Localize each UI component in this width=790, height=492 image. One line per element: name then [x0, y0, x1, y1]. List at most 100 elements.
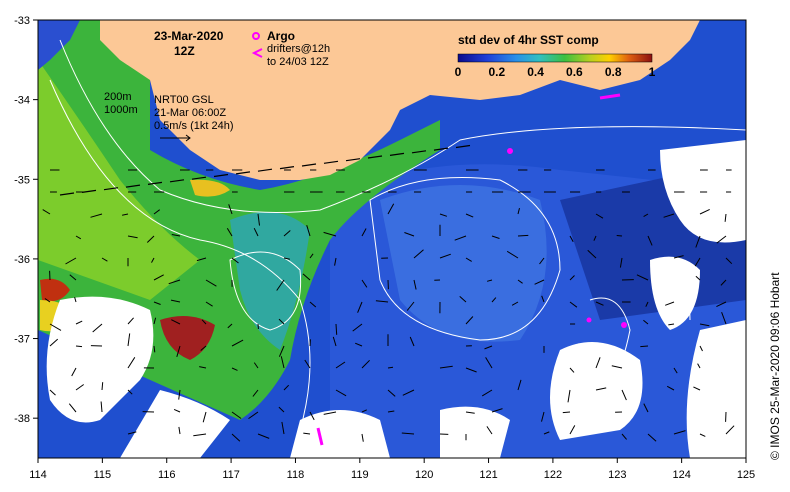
current-vector	[231, 367, 238, 371]
current-vector	[595, 213, 604, 219]
current-vector	[413, 249, 424, 259]
current-vector	[74, 296, 77, 303]
drifter-legend-line1: drifters@12h	[267, 43, 330, 55]
current-vector	[75, 384, 84, 391]
contour-200m	[59, 39, 746, 213]
y-tick-label: -37	[14, 334, 30, 346]
colorbar-tick-label: 0.2	[488, 65, 505, 79]
current-vector	[170, 299, 181, 303]
current-vector	[228, 204, 233, 215]
y-tick-label: -35	[14, 174, 30, 186]
colorbar-ticks: 0 0.2 0.4 0.6 0.8 1	[455, 65, 656, 79]
current-vector	[302, 273, 311, 281]
current-vector	[309, 253, 314, 259]
current-vector	[402, 389, 415, 396]
current-vector	[643, 403, 649, 413]
current-vector	[201, 319, 207, 325]
current-vector	[454, 235, 467, 241]
current-vector	[569, 367, 575, 373]
current-vector	[69, 274, 77, 281]
current-vector	[357, 301, 363, 313]
current-vector	[725, 257, 733, 265]
current-vector	[252, 389, 259, 397]
current-vector	[643, 213, 649, 218]
current-vector	[361, 409, 368, 413]
current-vector	[387, 389, 396, 397]
ocean-nw-corner	[38, 20, 80, 70]
current-vector	[569, 301, 578, 308]
current-vector	[352, 323, 363, 332]
current-vector	[44, 298, 51, 303]
current-vector	[281, 421, 285, 435]
current-vector	[335, 361, 346, 369]
x-tick-label: 122	[544, 469, 562, 481]
current-vector	[276, 279, 285, 291]
current-vector	[465, 213, 474, 218]
current-vector	[517, 234, 529, 237]
current-vector	[439, 213, 448, 217]
current-vector	[171, 319, 181, 325]
current-vector	[301, 163, 317, 167]
current-vector	[257, 433, 270, 439]
current-vector	[439, 365, 453, 369]
high-variance-patch-west	[40, 278, 70, 302]
high-variance-patch	[160, 316, 215, 360]
current-vector	[168, 279, 181, 285]
current-vector	[278, 345, 285, 357]
current-vector	[673, 255, 684, 259]
current-vector	[90, 213, 103, 218]
cloud-mask-ne	[660, 140, 746, 243]
current-vector	[375, 300, 389, 303]
current-vector	[404, 232, 415, 237]
current-vector	[68, 403, 77, 413]
current-vector	[616, 235, 623, 237]
current-vector	[200, 345, 207, 351]
x-tick-label: 119	[351, 469, 369, 481]
current-vector	[619, 257, 623, 268]
current-vector	[668, 323, 675, 326]
current-vector	[621, 433, 627, 440]
current-vector	[720, 279, 727, 286]
current-vector	[253, 227, 259, 237]
drifter-legend-line2: to 24/03 12Z	[267, 56, 329, 68]
current-vector	[323, 160, 339, 164]
current-vector	[153, 209, 161, 215]
current-vector	[122, 213, 129, 216]
current-vector	[725, 425, 735, 435]
current-vector	[127, 389, 133, 395]
current-vector	[647, 433, 657, 442]
current-vector	[693, 386, 701, 391]
current-vector	[199, 366, 207, 369]
current-vector	[59, 192, 75, 196]
current-vector	[178, 426, 181, 435]
current-vector	[335, 323, 338, 335]
colorbar-tick-label: 0.4	[527, 65, 544, 79]
drifter-legend-icon	[251, 48, 263, 58]
colorbar-tick-label: 0.6	[566, 65, 583, 79]
current-vector	[283, 384, 290, 391]
current-vector	[279, 166, 295, 170]
vector-scale-label: 0.5m/s (1kt 24h)	[154, 120, 233, 132]
current-vector	[153, 301, 161, 305]
current-vector	[663, 213, 675, 218]
cloud-mask-sw	[120, 390, 230, 458]
model-label: NRT00 GSL	[154, 94, 214, 106]
current-vector	[92, 323, 103, 333]
current-vector	[127, 333, 131, 347]
current-vector	[484, 345, 493, 350]
current-vector	[81, 189, 97, 193]
argo-float-marker	[586, 317, 592, 323]
current-vector	[486, 426, 493, 435]
y-axis: -33 -34 -35 -36 -37 -38	[14, 15, 38, 425]
current-vector	[539, 257, 545, 265]
current-vector	[724, 213, 727, 222]
current-vector	[169, 179, 185, 183]
current-vector	[253, 362, 259, 369]
y-tick-label: -33	[14, 15, 30, 27]
current-vector	[226, 228, 233, 237]
current-vector	[673, 367, 678, 374]
current-vector	[491, 235, 500, 239]
current-vector	[257, 213, 260, 226]
y-tick-label: -38	[14, 413, 30, 425]
current-vector	[332, 336, 337, 347]
